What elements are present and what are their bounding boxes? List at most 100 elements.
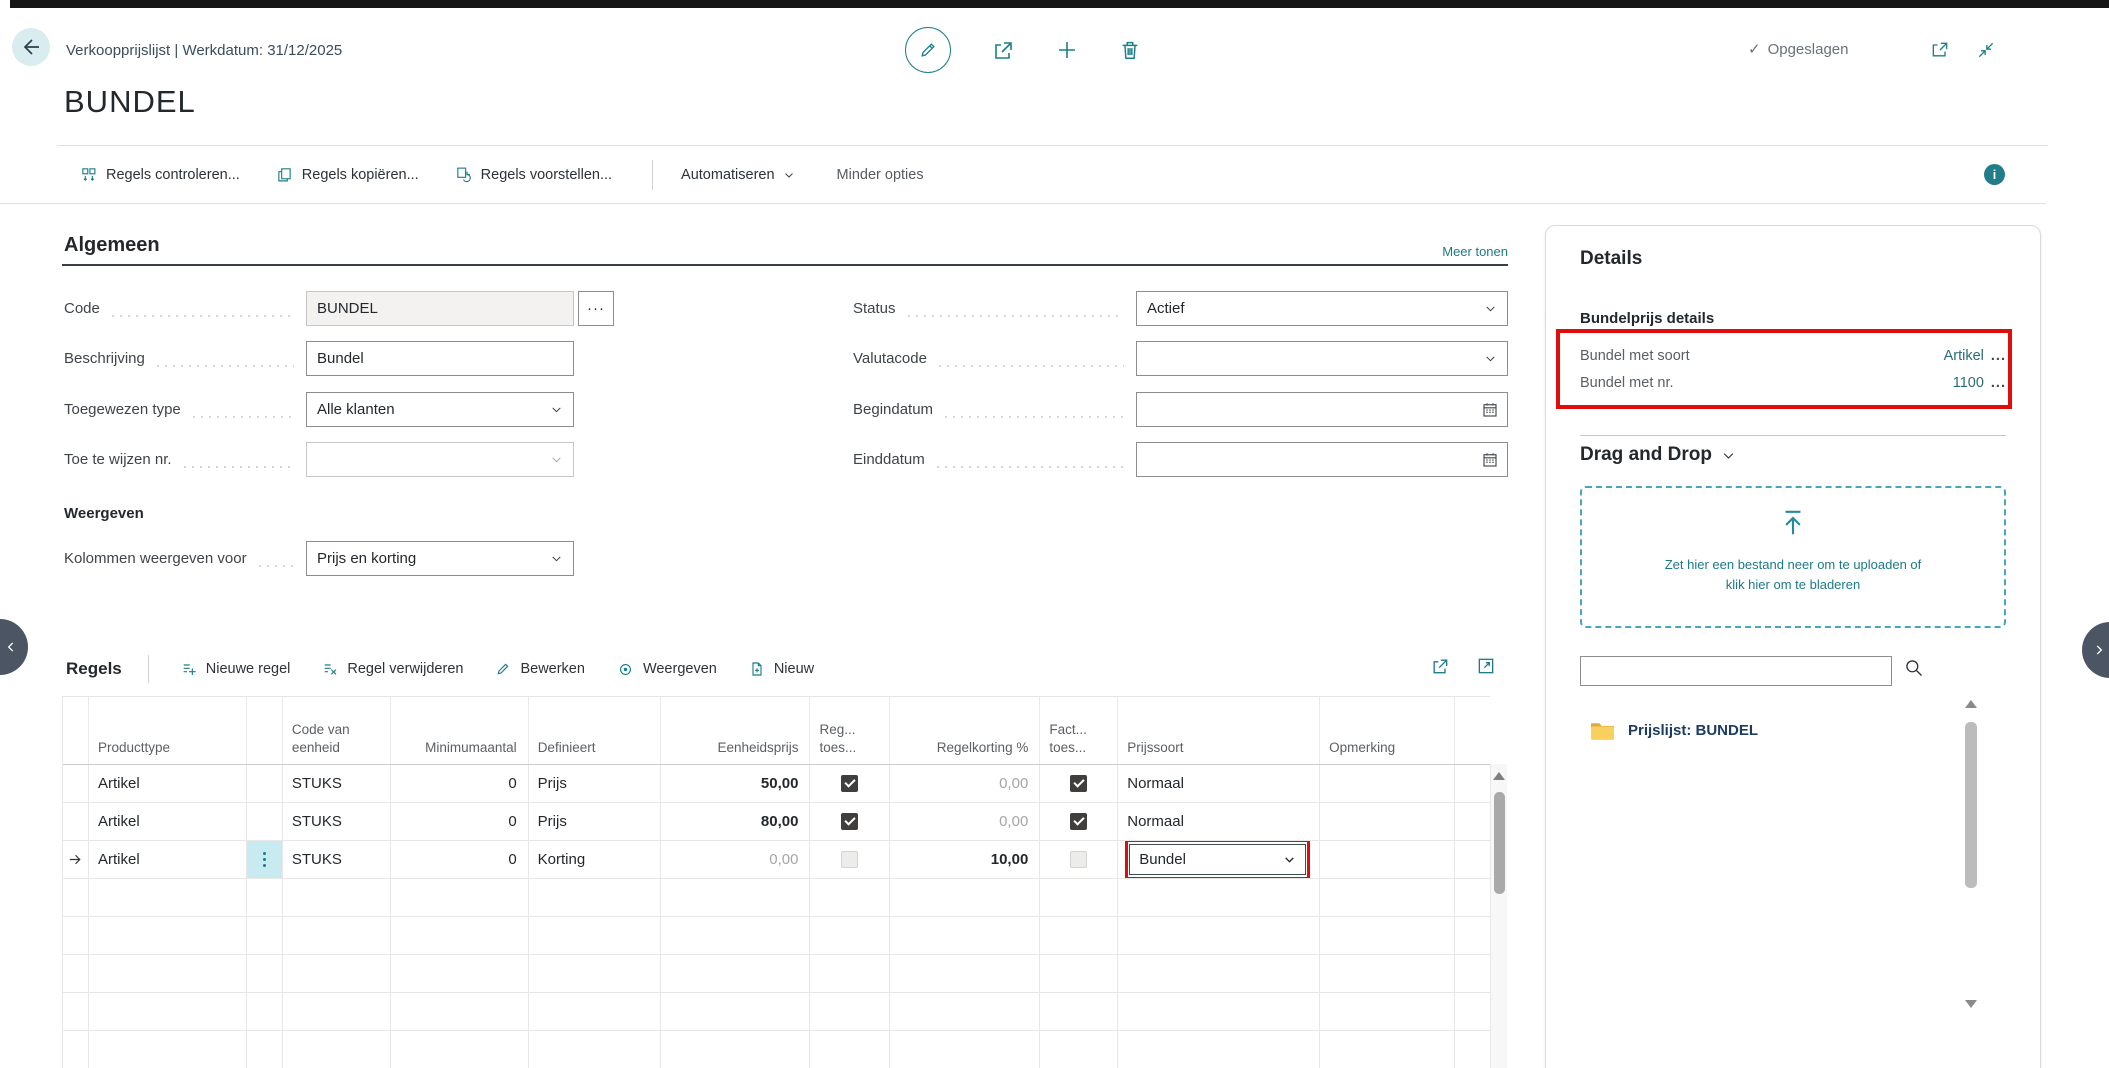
dot-leader [192,415,294,418]
start-date-input[interactable] [1136,392,1508,427]
edit-button[interactable]: Bewerken [495,661,585,677]
col-rowmenu[interactable] [247,697,283,764]
calendar-icon[interactable] [1481,451,1499,469]
col-pricetype[interactable]: Prijssoort [1118,697,1321,764]
col-minqty[interactable]: Minimumaantal [391,697,529,764]
checkbox[interactable] [1070,775,1088,792]
col-producttype[interactable]: Producttype [89,697,247,764]
popout-icon[interactable] [1930,40,1950,60]
chevron-down-icon [1484,302,1497,315]
checkbox[interactable] [1070,813,1088,830]
view-button[interactable]: Weergeven [617,661,717,678]
currency-select[interactable] [1136,341,1508,376]
description-input[interactable]: Bundel [306,341,574,376]
show-more-link[interactable]: Meer tonen [1442,244,1508,259]
table-row-empty[interactable] [63,955,1491,993]
table-row-empty[interactable] [63,917,1491,955]
chevron-right-icon [2092,643,2106,657]
new-button[interactable]: Nieuw [749,661,814,677]
collapse-icon[interactable] [1976,40,1996,60]
automate-menu[interactable]: Automatiseren [681,167,795,183]
page-actions [905,27,1141,73]
attachment-list-scrollbar[interactable] [1963,696,1979,1021]
scrollbar-thumb[interactable] [1965,722,1977,888]
assign-no-select[interactable] [306,442,574,477]
col-linedisc-allowed[interactable]: Reg... toes... [810,697,891,764]
file-tree-item[interactable]: Prijslijst: BUNDEL [1590,720,1758,741]
header-divider [57,145,2048,146]
back-button[interactable] [12,28,50,66]
col-filler [1455,697,1490,764]
col-unitprice[interactable]: Eenheidsprijs [661,697,811,764]
new-line-button[interactable]: Nieuwe regel [181,661,290,677]
delete-line-button[interactable]: Regel verwijderen [322,661,463,677]
checkbox[interactable] [1070,851,1088,868]
field-code: Code BUNDEL ··· [64,290,614,327]
fewer-options-button[interactable]: Minder opties [836,166,924,183]
checkbox[interactable] [841,813,859,830]
col-unitcode[interactable]: Code van eenheid [283,697,391,764]
action-check-lines[interactable]: Regels controleren... [80,166,240,183]
scroll-down-icon[interactable] [1965,1000,1977,1008]
price-type-dropdown[interactable]: Bundel [1129,844,1307,875]
left-pane-toggle-button[interactable] [0,619,28,675]
checkbox[interactable] [841,851,859,868]
share-icon[interactable] [991,38,1015,62]
col-selector[interactable] [63,697,89,764]
field-label: Valutacode [853,350,927,367]
field-value: Alle klanten [317,401,395,418]
info-icon[interactable]: i [1984,164,2005,185]
drag-drop-header[interactable]: Drag and Drop [1580,444,1736,466]
col-comment[interactable]: Opmerking [1320,697,1456,764]
bundle-no-link[interactable]: 1100 [1952,374,1984,391]
add-icon[interactable] [1055,38,1079,62]
table-row-empty[interactable] [63,1031,1490,1068]
col-invdisc-allowed[interactable]: Fact... toes... [1040,697,1119,764]
right-pane-toggle-button[interactable] [2082,622,2109,678]
share-icon[interactable] [1430,656,1450,676]
view-columns-select[interactable]: Prijs en korting [306,541,574,576]
scroll-up-icon[interactable] [1965,700,1977,708]
col-linediscount[interactable]: Regelkorting % [890,697,1041,764]
code-input[interactable]: BUNDEL [306,291,574,326]
table-row-empty[interactable] [63,879,1491,917]
field-value: BUNDEL [317,300,378,317]
search-icon[interactable] [1904,658,1924,683]
toolbar-label: Regel verwijderen [347,661,464,677]
col-defines[interactable]: Definieert [529,697,661,764]
table-row[interactable]: Artikel STUKS 0 Prijs 80,00 0,00 Normaal [63,803,1490,841]
row-menu-dots-icon[interactable] [246,841,283,879]
check-icon: ✓ [1748,41,1761,58]
scrollbar-thumb[interactable] [1494,792,1505,894]
ellipsis-button[interactable]: ... [1990,347,2006,364]
ellipsis-button[interactable]: ... [1990,374,2006,391]
bundle-type-link[interactable]: Artikel [1943,347,1984,364]
toolbar-divider [652,159,654,190]
table-row-empty[interactable] [63,993,1491,1031]
open-in-window-icon[interactable] [1476,656,1496,676]
suggest-icon [455,166,472,183]
assign-type-select[interactable]: Alle klanten [306,392,574,427]
dot-leader [183,465,294,468]
eye-icon [617,661,634,678]
attachment-search-input[interactable] [1580,656,1892,686]
field-label: Code [64,300,100,317]
table-row-selected[interactable]: Artikel STUKS 0 Korting 0,00 10,00 Bunde… [63,841,1490,879]
calendar-icon[interactable] [1481,401,1499,419]
table-scrollbar[interactable] [1490,764,1507,1068]
scroll-up-icon[interactable] [1493,772,1505,780]
edit-icon[interactable] [905,27,951,73]
action-label: Regels voorstellen... [480,166,613,183]
lookup-ellipsis-button[interactable]: ··· [578,291,614,326]
file-dropzone[interactable]: Zet hier een bestand neer om te uploaden… [1580,486,2006,628]
delete-icon[interactable] [1119,39,1141,61]
lines-table: Producttype Code van eenheid Minimumaanta… [62,696,1491,1068]
end-date-input[interactable] [1136,442,1508,477]
checkbox[interactable] [841,775,859,792]
status-select[interactable]: Actief [1136,291,1508,326]
action-copy-lines[interactable]: Regels kopiëren... [276,166,419,183]
field-view-columns: Kolommen weergeven voor Prijs en korting [64,540,574,577]
action-suggest-lines[interactable]: Regels voorstellen... [455,166,612,183]
table-row[interactable]: Artikel STUKS 0 Prijs 50,00 0,00 Normaal [63,765,1490,803]
